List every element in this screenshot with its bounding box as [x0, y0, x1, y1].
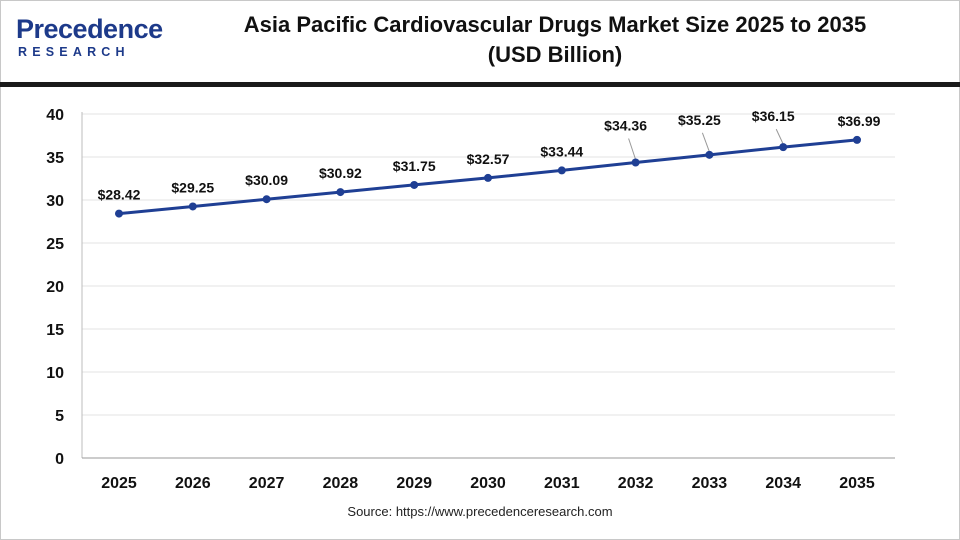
y-tick-label-5: 5 — [55, 408, 64, 425]
x-tick-label-2029: 2029 — [396, 475, 432, 492]
data-label-2029: $31.75 — [393, 158, 436, 174]
data-point-2033 — [705, 150, 714, 159]
x-tick-label-2033: 2033 — [692, 475, 728, 492]
x-tick-label-2031: 2031 — [544, 475, 580, 492]
chart-header: Precedence RESEARCH Asia Pacific Cardiov… — [0, 0, 960, 82]
y-tick-label-15: 15 — [46, 322, 64, 339]
y-tick-label-30: 30 — [46, 193, 64, 210]
chart-title: Asia Pacific Cardiovascular Drugs Market… — [210, 10, 900, 70]
data-label-2025: $28.42 — [98, 187, 141, 203]
data-label-leader-2034 — [775, 128, 784, 145]
data-label-leader-2032 — [628, 138, 637, 160]
y-tick-label-0: 0 — [55, 451, 64, 468]
chart-title-line-1: Asia Pacific Cardiovascular Drugs Market… — [243, 12, 867, 37]
data-point-2026 — [188, 202, 197, 211]
data-point-2030 — [484, 173, 492, 182]
logo-subtitle: RESEARCH — [18, 45, 130, 59]
chart-title-line-2: (USD Billion) — [487, 42, 623, 67]
data-point-2034 — [779, 143, 788, 152]
x-tick-label-2027: 2027 — [249, 475, 285, 492]
data-label-2033: $35.25 — [678, 112, 721, 128]
data-label-2031: $33.44 — [540, 143, 583, 159]
data-point-2031 — [557, 166, 566, 175]
x-tick-label-2030: 2030 — [470, 475, 506, 492]
x-tick-label-2028: 2028 — [323, 475, 359, 492]
precedence-research-logo: Precedence RESEARCH — [16, 14, 166, 64]
x-tick-label-2034: 2034 — [765, 475, 801, 492]
y-tick-label-40: 40 — [46, 107, 64, 124]
logo-wordmark: Precedence — [16, 14, 163, 44]
data-label-2035: $36.99 — [838, 113, 881, 129]
data-label-2028: $30.92 — [319, 165, 362, 181]
data-point-2027 — [262, 195, 271, 204]
x-tick-label-2025: 2025 — [101, 475, 137, 492]
x-tick-label-2035: 2035 — [839, 475, 875, 492]
y-tick-label-10: 10 — [46, 365, 64, 382]
y-tick-label-20: 20 — [46, 279, 64, 296]
data-label-leader-2033 — [701, 132, 710, 153]
data-label-2032: $34.36 — [604, 118, 647, 134]
data-label-2027: $30.09 — [245, 172, 288, 188]
data-label-2034: $36.15 — [752, 108, 795, 124]
data-label-2030: $32.57 — [467, 151, 510, 167]
source-note: Source: https://www.precedenceresearch.c… — [347, 504, 613, 519]
data-label-2026: $29.25 — [171, 179, 214, 195]
data-point-2032 — [631, 158, 640, 167]
x-tick-label-2026: 2026 — [175, 475, 211, 492]
header-divider — [0, 82, 960, 87]
y-tick-label-25: 25 — [46, 236, 64, 253]
data-point-2035 — [853, 135, 861, 144]
x-tick-label-2032: 2032 — [618, 475, 654, 492]
data-point-2028 — [336, 188, 345, 197]
y-tick-label-35: 35 — [46, 150, 64, 167]
data-point-2025 — [115, 209, 123, 218]
data-point-2029 — [410, 180, 419, 189]
